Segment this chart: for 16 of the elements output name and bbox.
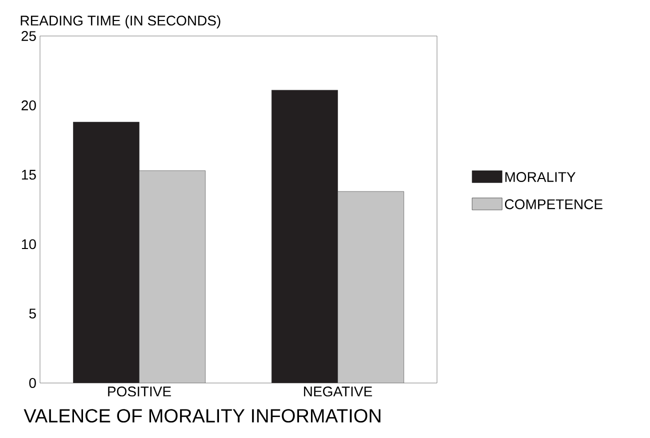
y-tick-label: 20 bbox=[22, 100, 36, 110]
y-tick-label: 0 bbox=[29, 378, 36, 388]
y-tick-label: 15 bbox=[22, 170, 36, 180]
x-tick-label: POSITIVE bbox=[108, 386, 171, 396]
y-axis-title: READING TIME (IN SECONDS) bbox=[20, 15, 220, 28]
bar bbox=[272, 90, 338, 383]
y-tick-label: 25 bbox=[22, 31, 36, 41]
y-tick-label: 10 bbox=[22, 239, 36, 250]
x-axis-title: VALENCE OF MORALITY INFORMATION bbox=[24, 409, 380, 423]
legend-label: COMPETENCE bbox=[504, 199, 602, 210]
bar bbox=[139, 170, 206, 383]
x-tick-label: NEGATIVE bbox=[304, 386, 372, 396]
legend-label: MORALITY bbox=[505, 172, 576, 182]
bar bbox=[73, 122, 140, 383]
y-tick-label: 5 bbox=[29, 308, 36, 318]
bar bbox=[338, 191, 404, 383]
